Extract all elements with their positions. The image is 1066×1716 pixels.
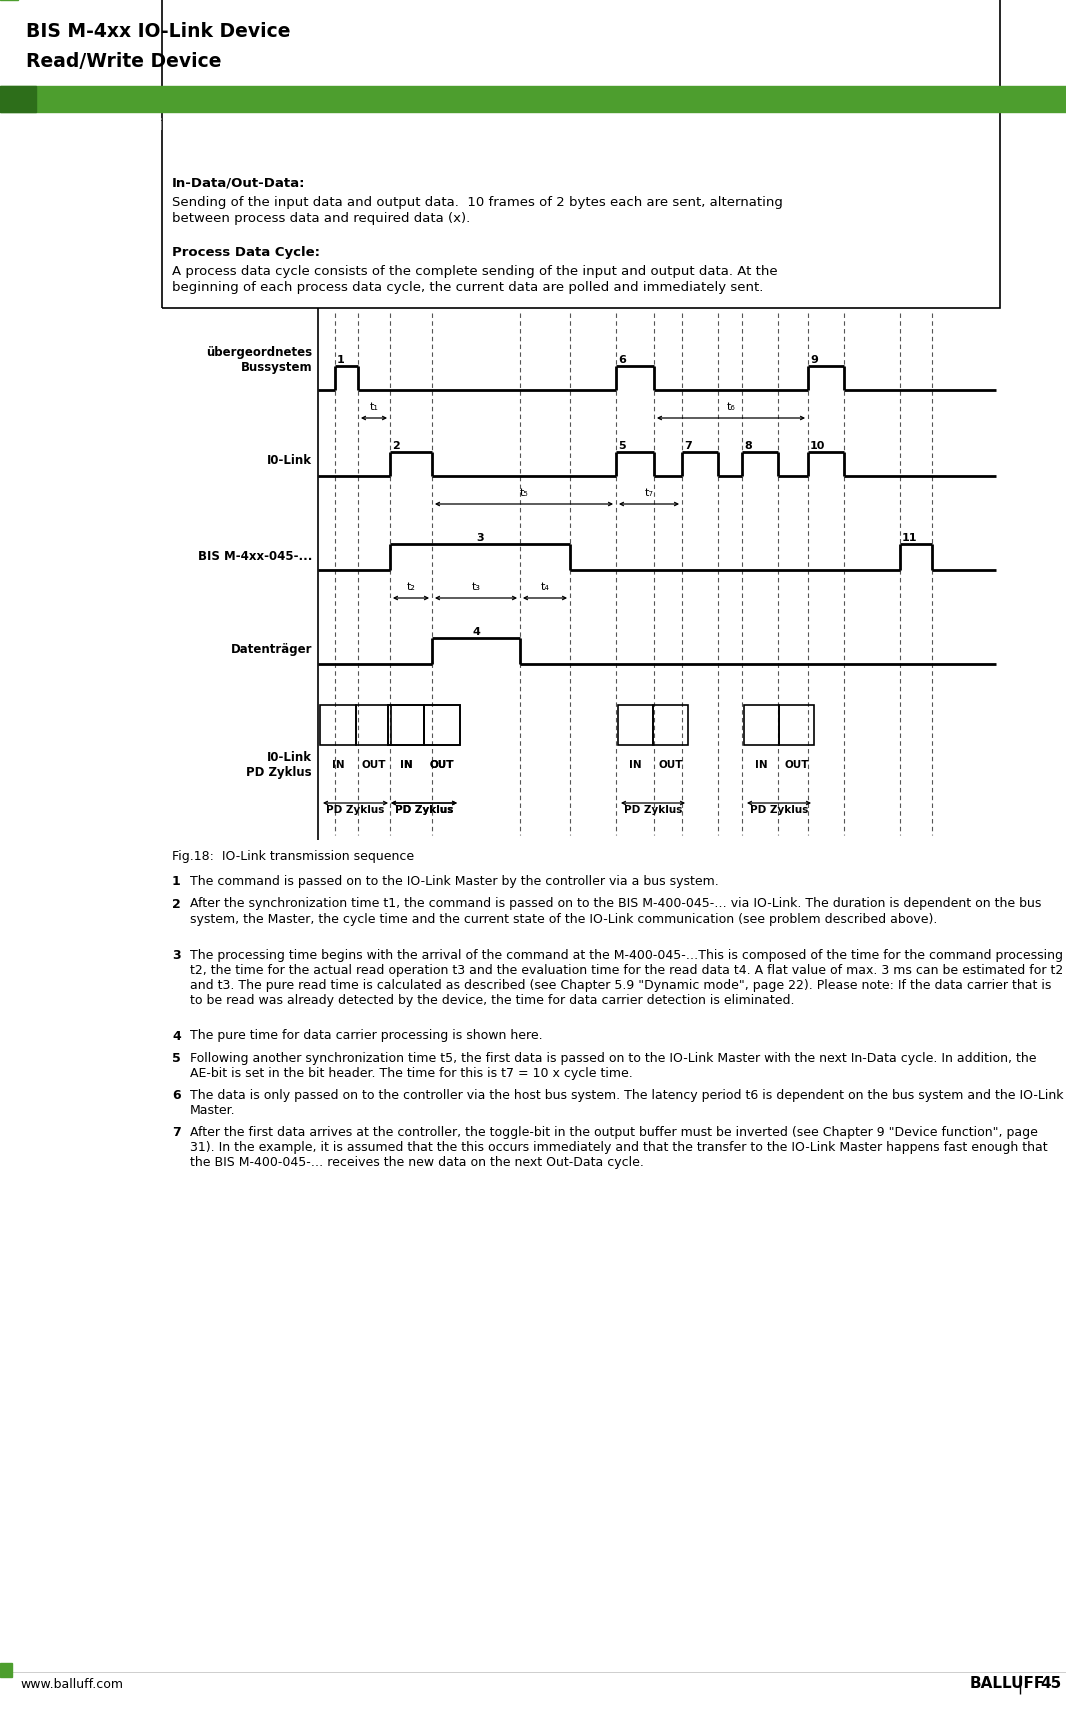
- Text: t₆: t₆: [727, 402, 736, 412]
- Text: I0-Link: I0-Link: [266, 453, 312, 467]
- Text: BIS M-4xx-045-...: BIS M-4xx-045-...: [197, 549, 312, 563]
- Text: IN: IN: [400, 760, 413, 770]
- Text: The processing time begins with the arrival of the command at the M-400-045-…Thi: The processing time begins with the arri…: [190, 949, 1063, 1007]
- Text: 2: 2: [172, 897, 181, 911]
- Text: IN: IN: [400, 760, 413, 770]
- Text: IN: IN: [332, 760, 344, 770]
- Text: Following another synchronization time t5, the first data is passed on to the IO: Following another synchronization time t…: [190, 1052, 1036, 1079]
- Bar: [356, 705, 391, 745]
- Text: 2: 2: [392, 441, 400, 451]
- Text: Process Data Cycle:: Process Data Cycle:: [172, 245, 320, 259]
- Text: The data is only passed on to the controller via the host bus system. The latenc: The data is only passed on to the contro…: [190, 1090, 1064, 1117]
- Text: 4: 4: [472, 626, 480, 637]
- Text: The command is passed on to the IO-Link Master by the controller via a bus syste: The command is passed on to the IO-Link …: [190, 875, 718, 887]
- Text: 6: 6: [172, 1090, 180, 1102]
- Bar: [0, 86, 1066, 112]
- Text: OUT: OUT: [430, 760, 454, 770]
- Text: 7: 7: [684, 441, 692, 451]
- Text: OUT: OUT: [430, 760, 454, 770]
- Text: PD Zyklus: PD Zyklus: [326, 805, 385, 815]
- Text: PD Zyklus: PD Zyklus: [394, 805, 453, 815]
- Text: After the synchronization time t1, the command is passed on to the BIS M-400-045: After the synchronization time t1, the c…: [190, 897, 1041, 925]
- Bar: [779, 705, 814, 745]
- Text: IN: IN: [755, 760, 768, 770]
- Text: 4: 4: [172, 1030, 181, 1043]
- Text: 1: 1: [172, 875, 181, 887]
- Text: PD Zyklus: PD Zyklus: [624, 805, 682, 815]
- Text: 9: 9: [810, 355, 818, 366]
- Text: 3: 3: [172, 949, 180, 963]
- Text: Datenträger: Datenträger: [230, 644, 312, 657]
- Text: In-Data/Out-Data:: In-Data/Out-Data:: [172, 177, 306, 190]
- Text: 10: 10: [810, 441, 825, 451]
- Text: OUT: OUT: [785, 760, 809, 770]
- Text: Fig.18:  IO-Link transmission sequence: Fig.18: IO-Link transmission sequence: [172, 849, 414, 863]
- Bar: [0, 1663, 12, 1677]
- Text: 1: 1: [337, 355, 344, 366]
- Text: 9: 9: [12, 117, 23, 134]
- Bar: [388, 705, 424, 745]
- Text: 5: 5: [172, 1052, 181, 1066]
- Text: A process data cycle consists of the complete sending of the input and output da: A process data cycle consists of the com…: [172, 264, 777, 278]
- Text: Sending of the input data and output data.  10 frames of 2 bytes each are sent, : Sending of the input data and output dat…: [172, 196, 782, 209]
- Text: Read/Write Device: Read/Write Device: [26, 51, 222, 70]
- Bar: [0, 86, 36, 112]
- Text: PD Zyklus: PD Zyklus: [394, 805, 453, 815]
- Text: between process data and required data (x).: between process data and required data (…: [172, 213, 470, 225]
- Text: 11: 11: [902, 534, 918, 542]
- Text: BIS M-4xx IO-Link Device: BIS M-4xx IO-Link Device: [26, 22, 291, 41]
- Bar: [424, 705, 461, 745]
- Text: 45: 45: [1040, 1677, 1062, 1692]
- Text: 8: 8: [744, 441, 752, 451]
- Text: 5: 5: [618, 441, 626, 451]
- Bar: [162, 0, 1000, 307]
- Text: 6: 6: [618, 355, 626, 366]
- Text: 3: 3: [477, 534, 484, 542]
- Bar: [388, 705, 424, 745]
- Bar: [320, 705, 356, 745]
- Bar: [653, 705, 688, 745]
- Bar: [424, 705, 461, 745]
- Text: www.balluff.com: www.balluff.com: [20, 1678, 123, 1690]
- Text: t₄: t₄: [540, 582, 549, 592]
- Text: beginning of each process data cycle, the current data are polled and immediatel: beginning of each process data cycle, th…: [172, 281, 763, 293]
- Text: t₅: t₅: [519, 487, 529, 498]
- Text: PD Zyklus: PD Zyklus: [749, 805, 808, 815]
- Text: OUT: OUT: [361, 760, 386, 770]
- Bar: [744, 705, 779, 745]
- Text: t₂: t₂: [406, 582, 416, 592]
- Text: OUT: OUT: [658, 760, 682, 770]
- Text: 7: 7: [172, 1126, 181, 1139]
- Text: BALLUFF: BALLUFF: [970, 1677, 1046, 1692]
- Text: After the first data arrives at the controller, the toggle-bit in the output buf: After the first data arrives at the cont…: [190, 1126, 1048, 1169]
- Text: Device function: Device function: [50, 117, 183, 132]
- Text: The pure time for data carrier processing is shown here.: The pure time for data carrier processin…: [190, 1030, 543, 1043]
- Bar: [618, 705, 653, 745]
- Text: übergeordnetes
Bussystem: übergeordnetes Bussystem: [206, 347, 312, 374]
- Text: IN: IN: [629, 760, 642, 770]
- Text: t₇: t₇: [645, 487, 653, 498]
- Text: t₁: t₁: [370, 402, 378, 412]
- Text: t₃: t₃: [471, 582, 481, 592]
- Text: I0-Link
PD Zyklus: I0-Link PD Zyklus: [246, 752, 312, 779]
